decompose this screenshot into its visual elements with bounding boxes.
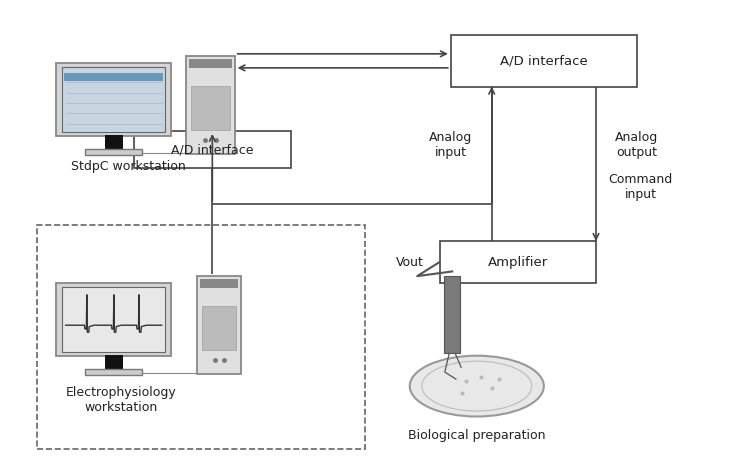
Bar bbox=[64, 73, 163, 81]
Bar bbox=[62, 287, 165, 352]
Bar bbox=[200, 279, 238, 288]
Text: Biological preparation: Biological preparation bbox=[408, 429, 545, 442]
Text: StdpC workstation: StdpC workstation bbox=[71, 160, 186, 173]
Bar bbox=[85, 149, 142, 155]
Bar bbox=[85, 369, 142, 375]
Text: A/D interface: A/D interface bbox=[500, 54, 588, 67]
Bar bbox=[451, 35, 637, 87]
Bar bbox=[189, 59, 232, 68]
Bar bbox=[202, 306, 236, 350]
Bar bbox=[134, 131, 291, 168]
Bar bbox=[191, 86, 230, 130]
Text: Command
input: Command input bbox=[609, 173, 673, 201]
Bar bbox=[440, 241, 596, 283]
Text: Vout: Vout bbox=[396, 256, 424, 269]
Bar bbox=[104, 355, 122, 371]
Text: Amplifier: Amplifier bbox=[488, 256, 548, 269]
Bar bbox=[444, 276, 460, 353]
Bar bbox=[62, 67, 165, 132]
Bar bbox=[197, 276, 241, 374]
Bar bbox=[56, 63, 171, 136]
Text: A/D interface: A/D interface bbox=[171, 143, 253, 156]
Bar bbox=[37, 225, 365, 449]
Bar bbox=[56, 283, 171, 356]
Text: Analog
input: Analog input bbox=[429, 131, 472, 159]
Text: Electrophysiology
workstation: Electrophysiology workstation bbox=[66, 386, 177, 414]
Bar bbox=[104, 135, 122, 151]
Ellipse shape bbox=[410, 356, 544, 417]
Text: Analog
output: Analog output bbox=[615, 131, 659, 159]
Bar bbox=[186, 56, 235, 154]
